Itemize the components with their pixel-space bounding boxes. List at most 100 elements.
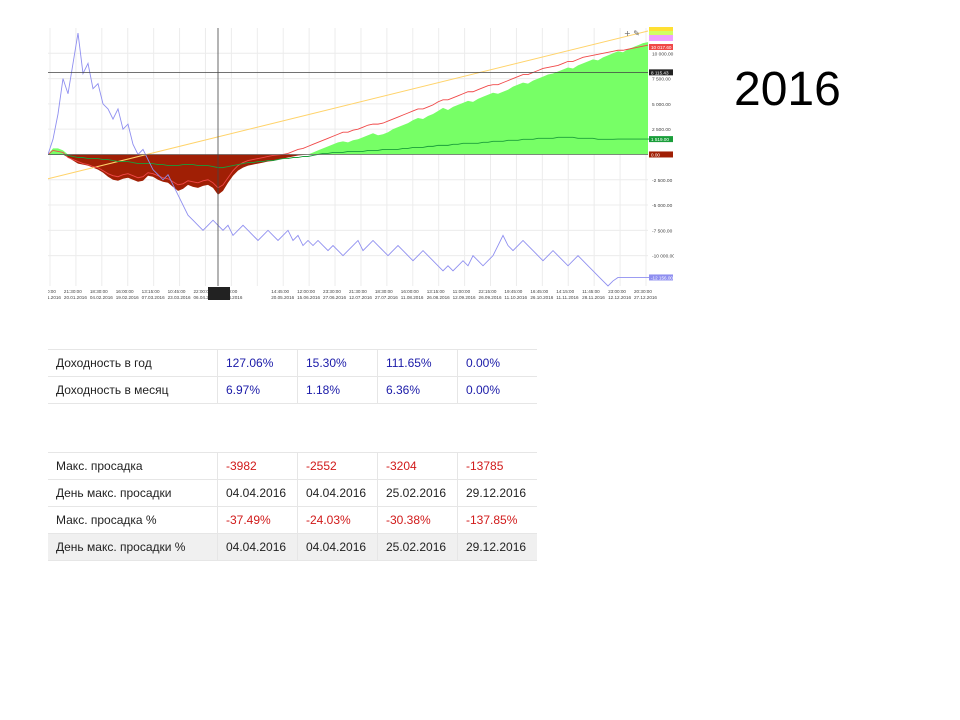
x-tick-label: 20.05.2016 [271, 295, 294, 300]
table-cell: 0.00% [457, 376, 537, 404]
table-cell: -3204 [377, 452, 458, 480]
y-tick-label: -7 500.00 [652, 228, 673, 234]
row-label: День макс. просадки [48, 479, 218, 507]
table-cell: 15.30% [297, 349, 378, 377]
y-tick-label: -5 000.00 [652, 203, 673, 209]
series-line-red [48, 44, 649, 189]
x-tick-label: 27.07.2016 [375, 295, 398, 300]
yield-table: Доходность в год 127.06% 15.30% 111.65% … [48, 349, 537, 404]
y-tick-label: 7 500.00 [652, 77, 671, 83]
x-tick-label: 11.08.2016 [401, 295, 424, 300]
series-value-label-box [649, 27, 673, 33]
x-tick-label: 11.11.2016 [556, 295, 579, 300]
row-label: Макс. просадка [48, 452, 218, 480]
x-tick-label: 10:45:00 [168, 289, 186, 294]
x-tick-label: 27.06.2016 [323, 295, 346, 300]
x-tick-label: 14:45:00 [271, 289, 289, 294]
x-tick-label: 18:30:00 [90, 289, 108, 294]
series-value-label-box [649, 151, 673, 158]
x-tick-label: 00:00:00 [48, 289, 56, 294]
x-tick-label: 20.01.2016 [64, 295, 87, 300]
row-label: День макс. просадки % [48, 533, 218, 561]
x-tick-label: 15.06.2016 [297, 295, 320, 300]
x-tick-label: 07.03.2016 [142, 295, 165, 300]
table-cell: -137.85% [457, 506, 537, 534]
x-tick-label: 20:30:00 [634, 289, 652, 294]
table-cell: 04.04.2016 [217, 479, 298, 507]
table-row: День макс. просадки % 04.04.2016 04.04.2… [48, 533, 537, 561]
table-cell: 127.06% [217, 349, 298, 377]
table-cell: -37.49% [217, 506, 298, 534]
table-cell: 111.65% [377, 349, 458, 377]
y-tick-label: 2 500.00 [652, 127, 671, 133]
y-tick-label: 10 000.00 [652, 51, 674, 57]
y-tick-label: -2 500.00 [652, 178, 673, 184]
x-tick-label: 26.09.2016 [479, 295, 502, 300]
x-tick-label: 23.03.2016 [168, 295, 191, 300]
x-tick-label: 21.04.2016 [219, 295, 242, 300]
equity-gain-area [48, 42, 648, 155]
equity-loss-area [48, 154, 648, 195]
x-tick-label: 06.04.2016 [193, 295, 216, 300]
table-cell: 25.02.2016 [377, 533, 458, 561]
x-tick-label: 16:00:00 [116, 289, 134, 294]
row-label: Доходность в год [48, 349, 218, 377]
x-tick-label: 26.10.2016 [530, 295, 553, 300]
x-tick-label: 13:15:00 [142, 289, 160, 294]
x-tick-label: 16:45:00 [530, 289, 548, 294]
x-tick-label: 21:30:00 [349, 289, 367, 294]
drawdown-table: Макс. просадка -3982 -2552 -3204 -13785 … [48, 452, 537, 561]
y-tick-label: -10 000.00 [652, 254, 674, 260]
crosshair-y-label-box [649, 69, 673, 76]
series-value-label: 0.00 [651, 152, 660, 157]
x-tick-label: 12.09.2016 [453, 295, 476, 300]
x-tick-label: 04.02.2016 [90, 295, 113, 300]
x-tick-label: 23:00:00 [608, 289, 626, 294]
series-value-label-box [649, 35, 673, 41]
series-value-label-box [649, 274, 673, 281]
x-tick-label: 19:45:00 [504, 289, 522, 294]
x-tick-label: 12.07.2016 [349, 295, 372, 300]
x-tick-label: 04.01.2016 [48, 295, 61, 300]
table-cell: 0.00% [457, 349, 537, 377]
chart-toolbar-icons: + ✎ [624, 29, 640, 38]
crosshair-x-label-box [208, 287, 230, 300]
table-cell: 25.02.2016 [377, 479, 458, 507]
table-row: Доходность в месяц 6.97% 1.18% 6.36% 0.0… [48, 376, 537, 404]
table-cell: -13785 [457, 452, 537, 480]
table-cell: -2552 [297, 452, 378, 480]
table-cell: -24.03% [297, 506, 378, 534]
equity-chart-svg: 00:00:0004.01.201621:30:0020.01.201618:3… [48, 27, 674, 300]
table-cell: 6.97% [217, 376, 298, 404]
equity-chart: 00:00:0004.01.201621:30:0020.01.201618:3… [48, 26, 674, 301]
x-tick-label: 12:00:00 [297, 289, 315, 294]
table-cell: 04.04.2016 [297, 479, 378, 507]
year-title: 2016 [734, 63, 841, 116]
x-tick-label: 14:15:00 [556, 289, 574, 294]
x-tick-label: 21:30:00 [64, 289, 82, 294]
table-cell: -30.38% [377, 506, 458, 534]
x-tick-label: 13:15:00 [427, 289, 445, 294]
table-cell: -3982 [217, 452, 298, 480]
x-tick-label: 26.08.2016 [427, 295, 450, 300]
x-tick-label: 23:30:00 [323, 289, 341, 294]
row-label: Доходность в месяц [48, 376, 218, 404]
y-tick-label: 5 000.00 [652, 102, 671, 108]
table-cell: 04.04.2016 [297, 533, 378, 561]
row-label: Макс. просадка % [48, 506, 218, 534]
x-tick-label: 11:45:00 [582, 289, 600, 294]
x-tick-label: 11:00:00 [453, 289, 471, 294]
table-cell: 6.36% [377, 376, 458, 404]
x-tick-label: 18:30:00 [375, 289, 393, 294]
table-row: День макс. просадки 04.04.2016 04.04.201… [48, 479, 537, 507]
table-cell: 29.12.2016 [457, 533, 537, 561]
table-row: Макс. просадка % -37.49% -24.03% -30.38%… [48, 506, 537, 534]
x-tick-label: 16:00:00 [401, 289, 419, 294]
series-line-blue [48, 32, 653, 287]
x-tick-label: 27.12.2016 [634, 295, 657, 300]
x-tick-label: 12.12.2016 [608, 295, 631, 300]
x-tick-label: 22:15:00 [479, 289, 497, 294]
table-cell: 04.04.2016 [217, 533, 298, 561]
series-value-label: -12 156.00 [651, 275, 673, 280]
series-value-label: 10 017.60 [651, 45, 672, 50]
